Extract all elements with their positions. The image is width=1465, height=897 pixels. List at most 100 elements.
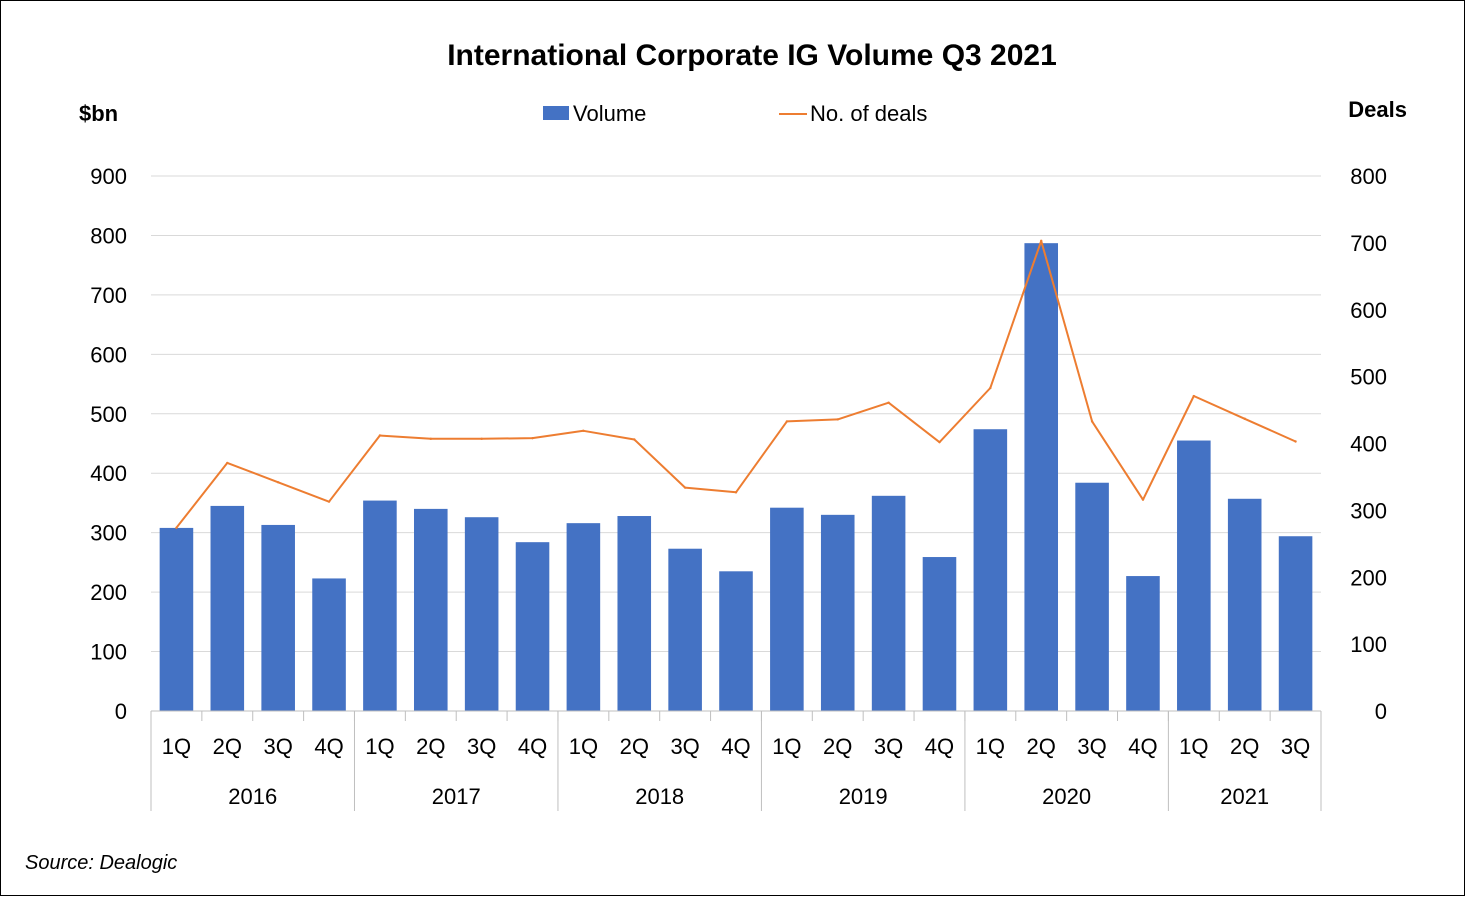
volume-bar: [922, 557, 957, 711]
quarter-label: 1Q: [569, 734, 598, 759]
deals-point: [734, 491, 738, 494]
legend-deals-label: No. of deals: [810, 101, 927, 126]
volume-bar: [515, 542, 550, 711]
volume-bar: [413, 508, 448, 711]
volume-bar: [566, 523, 601, 711]
deals-point: [1192, 394, 1196, 398]
volume-bar: [770, 507, 804, 711]
deals-line: [175, 239, 1297, 529]
left-tick-label: 600: [90, 342, 127, 367]
left-tick-label: 900: [90, 164, 127, 189]
deals-point: [276, 481, 280, 484]
deals-point: [633, 438, 636, 441]
volume-bar: [871, 495, 906, 711]
volume-bar: [668, 548, 702, 711]
quarter-label: 2Q: [416, 734, 445, 759]
left-axis-ticks: 0 100 200 300 400 500 600 700 800 900: [90, 164, 127, 724]
deals-point: [226, 461, 229, 465]
deals-point: [429, 437, 432, 441]
chart-title: International Corporate IG Volume Q3 202…: [447, 39, 1057, 72]
deals-point: [531, 436, 534, 440]
deals-point: [683, 486, 687, 489]
deals-point: [887, 401, 890, 404]
deals-point: [327, 500, 331, 503]
left-tick-label: 0: [115, 699, 127, 724]
left-tick-label: 200: [90, 580, 127, 605]
deals-point: [1294, 440, 1297, 443]
deals-point: [938, 440, 941, 444]
quarter-label: 1Q: [162, 734, 191, 759]
volume-bar: [1177, 440, 1211, 711]
year-label: 2017: [432, 784, 481, 809]
quarter-label: 4Q: [314, 734, 343, 759]
quarter-label: 4Q: [1128, 734, 1157, 759]
quarter-label: 4Q: [721, 734, 750, 759]
year-label: 2021: [1220, 784, 1269, 809]
left-tick-label: 100: [90, 640, 127, 665]
legend-volume-label: Volume: [573, 101, 646, 126]
deals-point: [836, 418, 839, 421]
volume-bar: [464, 517, 499, 711]
year-label: 2018: [635, 784, 684, 809]
volume-bar: [1227, 498, 1262, 711]
deals-point: [378, 434, 382, 437]
volume-bar: [261, 524, 295, 711]
legend-volume-swatch: [543, 106, 569, 120]
left-tick-label: 400: [90, 461, 127, 486]
deals-point: [785, 420, 789, 423]
right-tick-label: 200: [1350, 565, 1387, 590]
right-tick-label: 500: [1350, 365, 1387, 390]
legend: Volume No. of deals: [543, 101, 927, 126]
right-tick-label: 0: [1375, 699, 1387, 724]
deals-point: [1141, 498, 1145, 501]
volume-bar: [617, 516, 652, 711]
quarter-label: 1Q: [772, 734, 801, 759]
quarter-label: 2Q: [213, 734, 242, 759]
left-tick-label: 800: [90, 223, 127, 248]
quarter-label: 2Q: [823, 734, 852, 759]
quarter-label: 1Q: [1179, 734, 1208, 759]
quarter-label: 3Q: [1077, 734, 1106, 759]
right-tick-label: 400: [1350, 432, 1387, 457]
volume-bar: [719, 571, 753, 711]
right-axis-title: Deals: [1348, 97, 1407, 122]
volume-bar: [1024, 243, 1059, 711]
quarter-label: 4Q: [925, 734, 954, 759]
volume-bar: [363, 500, 397, 711]
right-tick-label: 800: [1350, 164, 1387, 189]
right-axis-ticks: 0 100 200 300 400 500 600 700 800: [1350, 164, 1387, 724]
right-tick-label: 600: [1350, 298, 1387, 323]
deals-point: [175, 526, 178, 529]
category-axis: 1Q 2Q 3Q 4Q 1Q 2Q 3Q 4Q 1Q 2Q 3Q 4Q 1Q 2Q 3Q 4Q 1Q 2Q 3Q 4Q…: [150, 710, 1322, 811]
volume-bars: [159, 243, 1313, 711]
right-tick-label: 700: [1350, 231, 1387, 256]
quarter-label: 1Q: [976, 734, 1005, 759]
deals-point: [582, 429, 585, 432]
deals-point: [1243, 417, 1246, 420]
deals-point: [1040, 239, 1043, 243]
quarter-label: 3Q: [263, 734, 292, 759]
year-label: 2020: [1042, 784, 1091, 809]
quarter-label: 2Q: [1230, 734, 1259, 759]
left-tick-label: 500: [90, 402, 127, 427]
right-tick-label: 100: [1350, 632, 1387, 657]
quarter-label: 2Q: [620, 734, 649, 759]
quarter-label: 3Q: [874, 734, 903, 759]
left-tick-label: 700: [90, 283, 127, 308]
year-label: 2016: [228, 784, 277, 809]
right-tick-label: 300: [1350, 498, 1387, 523]
quarter-label: 4Q: [518, 734, 547, 759]
deals-point: [989, 386, 992, 390]
volume-bar: [159, 527, 194, 711]
volume-bar: [1126, 576, 1160, 711]
quarter-label: 1Q: [365, 734, 394, 759]
quarter-label: 3Q: [1281, 734, 1310, 759]
quarter-label: 3Q: [670, 734, 699, 759]
volume-bar: [312, 578, 346, 711]
volume-bar: [1278, 536, 1313, 711]
quarter-label: 3Q: [467, 734, 496, 759]
volume-bar: [1075, 482, 1109, 711]
quarter-label: 2Q: [1027, 734, 1056, 759]
year-label: 2019: [839, 784, 888, 809]
